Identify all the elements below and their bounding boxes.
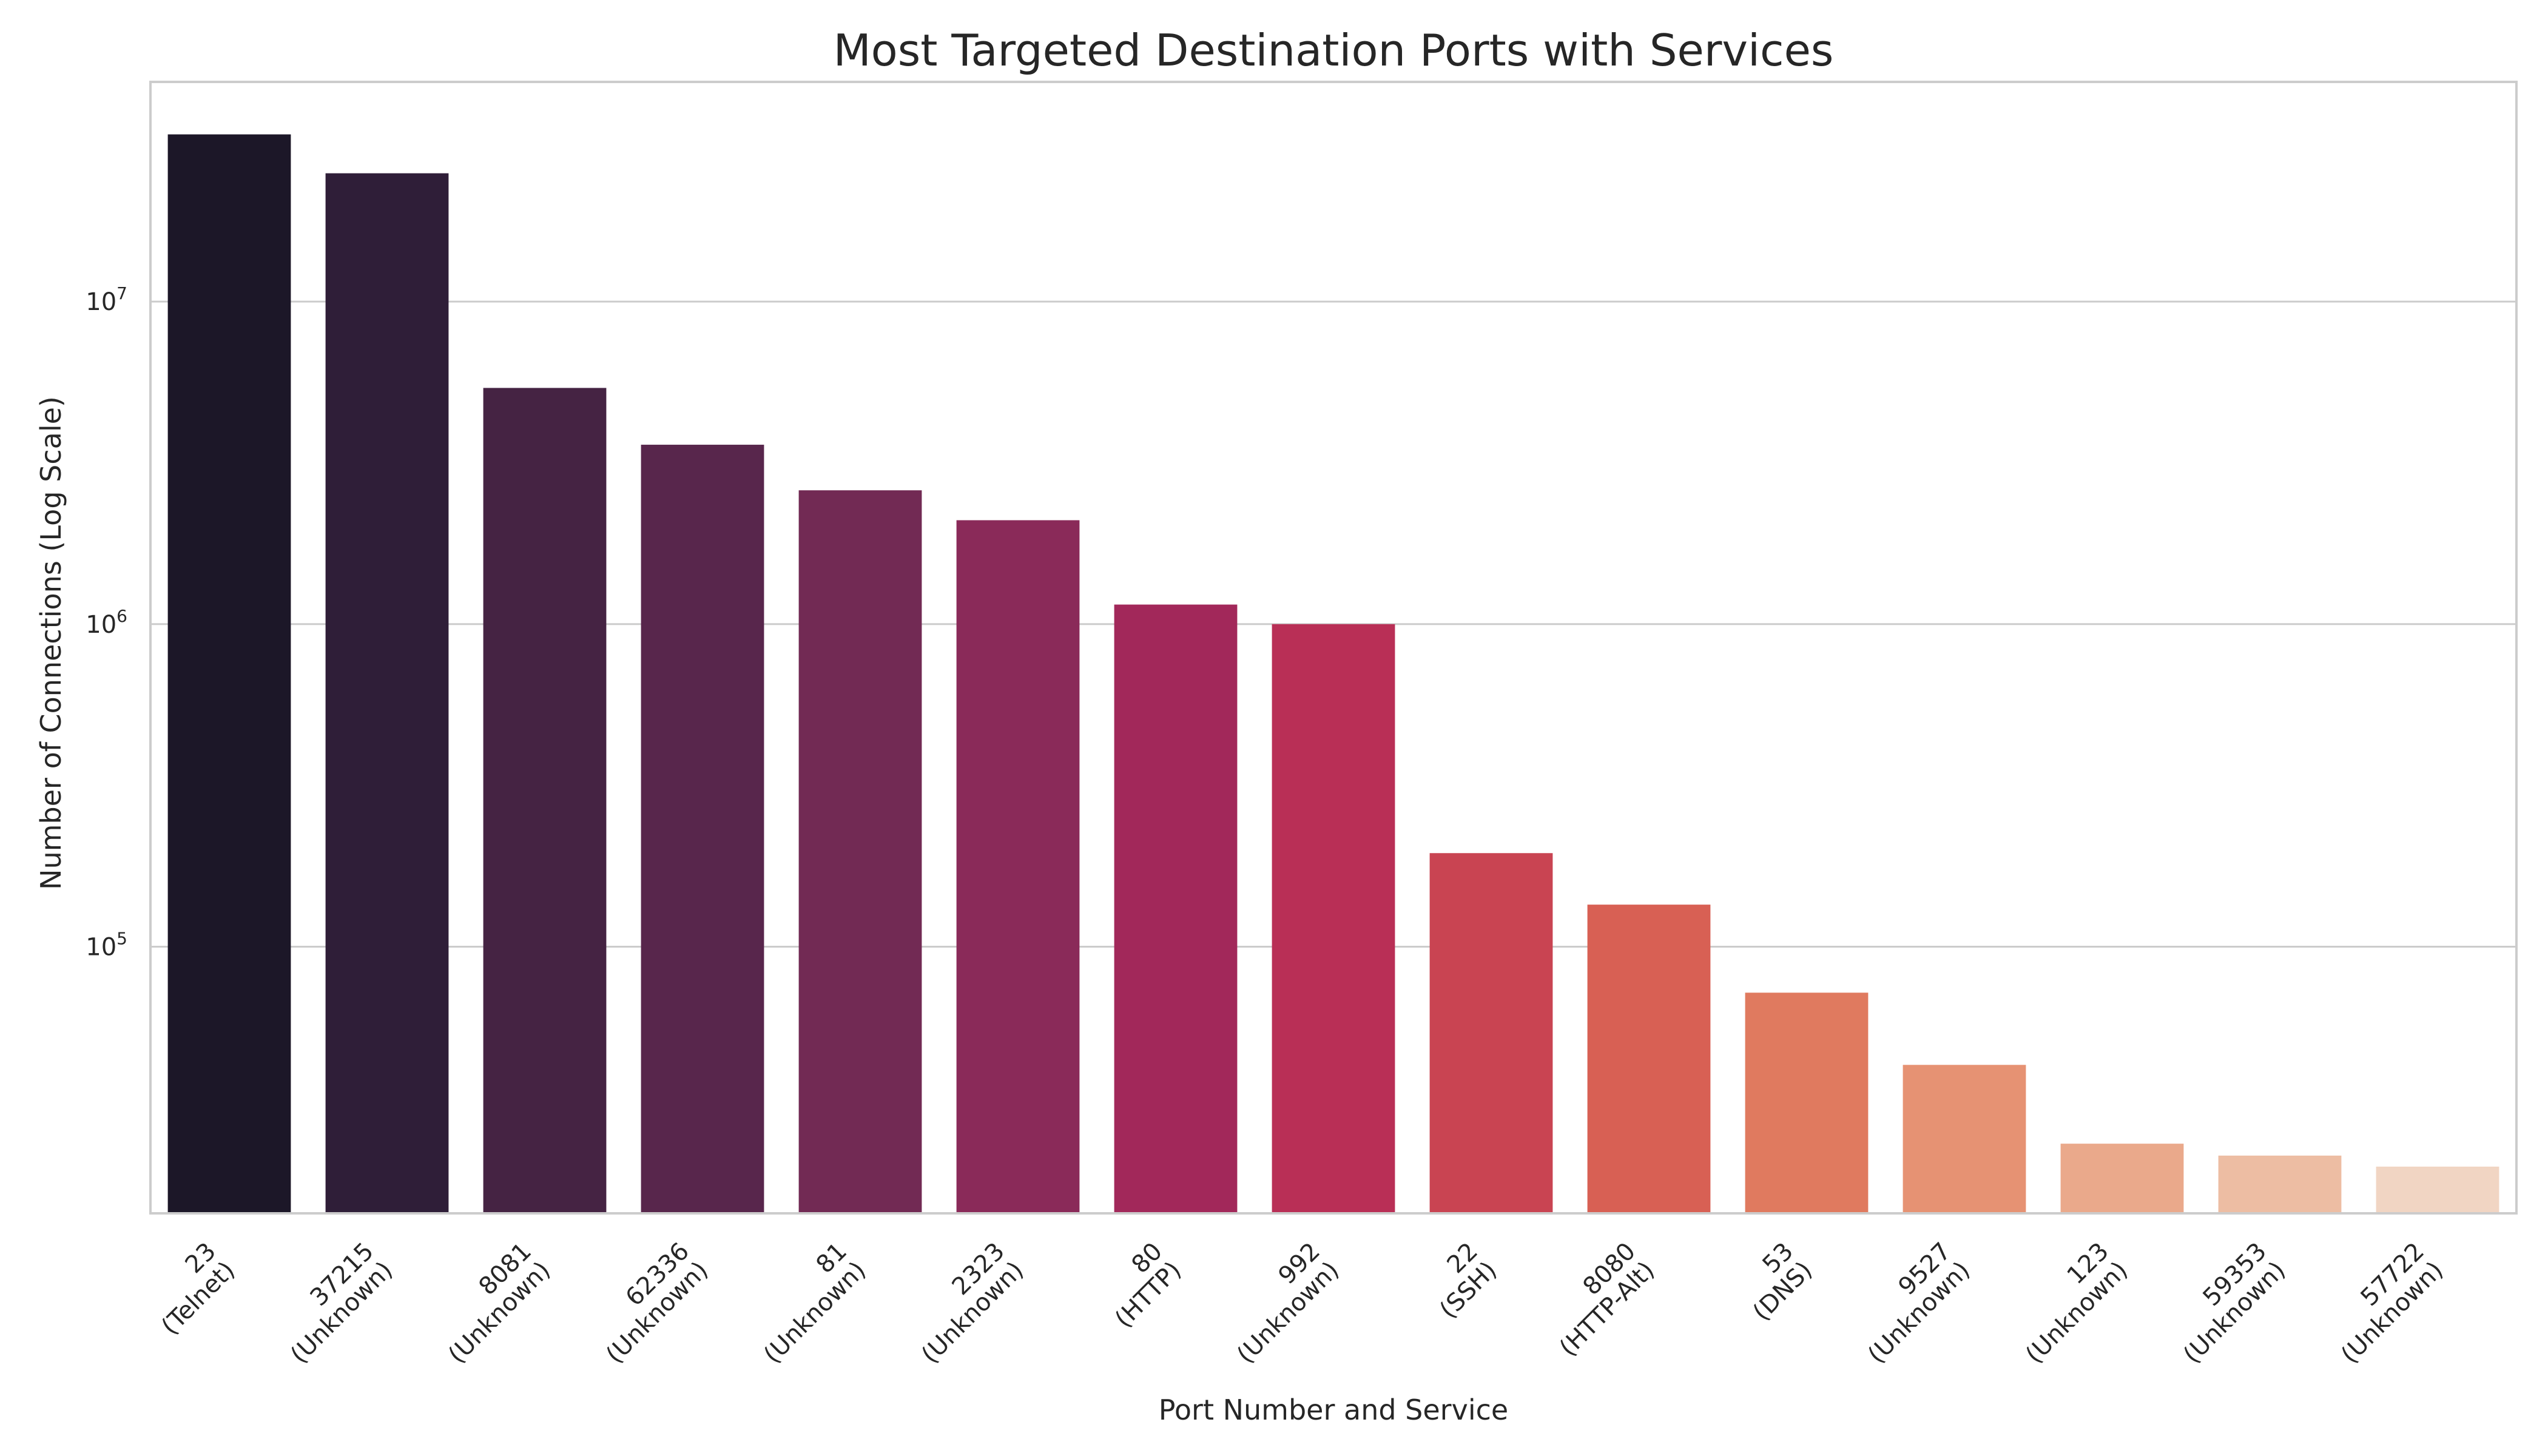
bar-port-8080 xyxy=(1587,905,1711,1213)
bar-port-9527 xyxy=(1903,1065,2026,1213)
x-axis-label: Port Number and Service xyxy=(1159,1394,1508,1426)
bar-port-57722 xyxy=(2376,1166,2499,1213)
y-tick-labels: 105 106 107 xyxy=(86,283,127,961)
chart-title: Most Targeted Destination Ports with Ser… xyxy=(834,25,1834,76)
bar-port-8081 xyxy=(483,388,607,1213)
bar-port-53 xyxy=(1745,993,1869,1213)
y-tick-label: 105 xyxy=(86,928,127,961)
y-tick-label: 107 xyxy=(86,283,127,316)
y-tick-label: 106 xyxy=(86,606,127,639)
bar-port-123 xyxy=(2060,1144,2184,1213)
bar-series xyxy=(167,134,2499,1214)
bar-port-81 xyxy=(798,490,922,1213)
bar-port-992 xyxy=(1272,624,1395,1213)
bar-port-22 xyxy=(1429,853,1553,1213)
bar-port-23 xyxy=(167,134,291,1213)
bar-port-2323 xyxy=(956,520,1080,1214)
bar-port-80 xyxy=(1114,604,1238,1213)
plot-frame xyxy=(149,81,2518,1215)
bar-port-62336 xyxy=(641,445,764,1214)
bar-port-59353 xyxy=(2218,1155,2342,1213)
bar-port-37215 xyxy=(325,173,449,1214)
y-axis-label: Number of Connections (Log Scale) xyxy=(35,396,67,890)
